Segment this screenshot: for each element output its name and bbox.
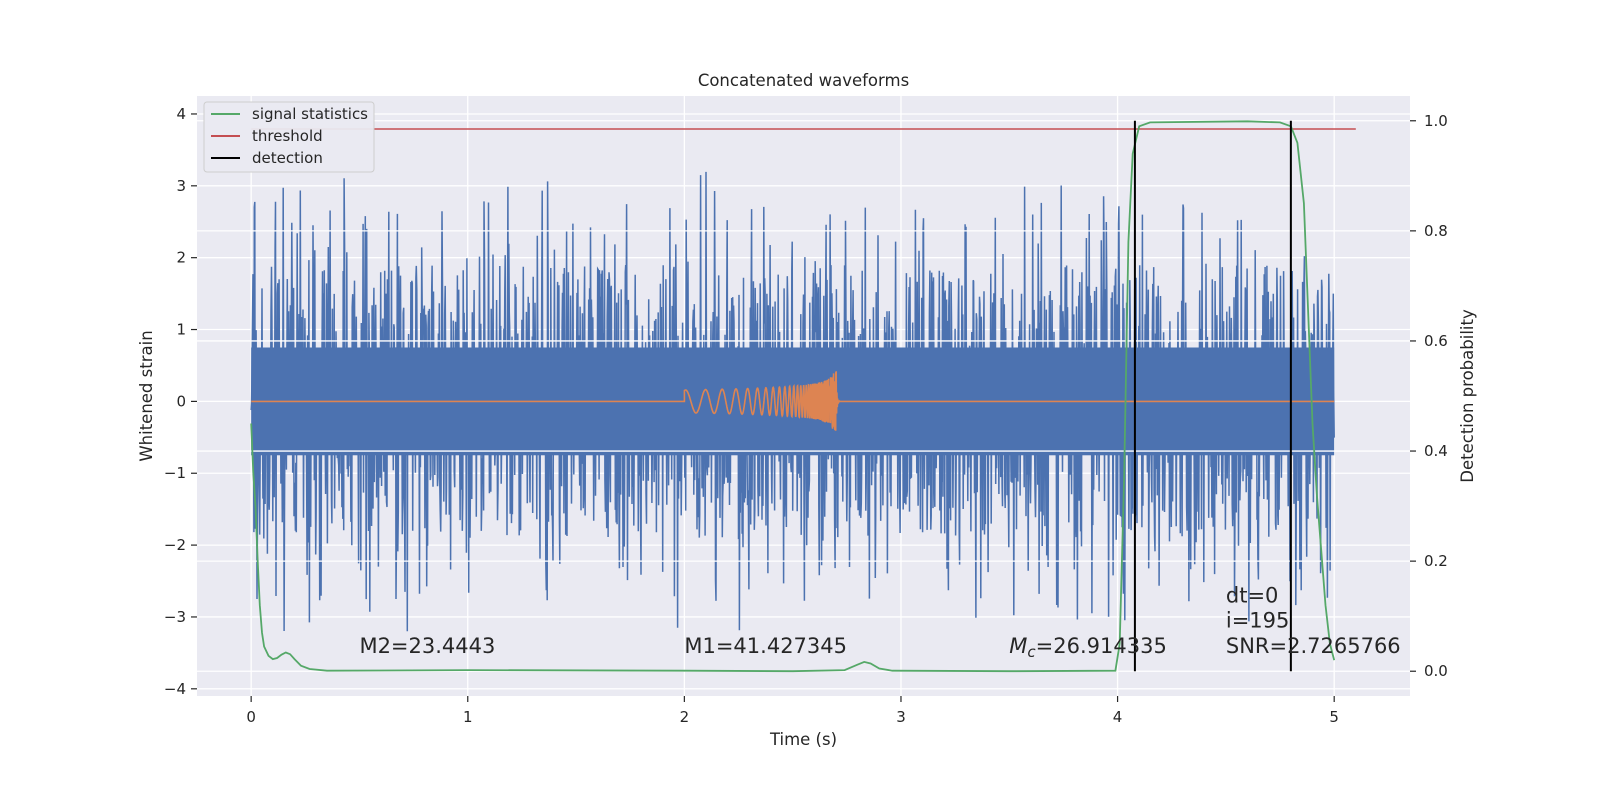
- annotation-mc: Mc=26.914335: [1009, 634, 1167, 661]
- y2-tick-label: 0.2: [1424, 552, 1448, 570]
- y-tick-label: −2: [164, 536, 186, 554]
- chart-title: Concatenated waveforms: [698, 71, 909, 90]
- x-tick-label: 0: [246, 708, 256, 726]
- annotations: M2=23.4443 M1=41.427345 Mc=26.914335 dt=0i=…: [359, 584, 1400, 661]
- y2-tick-label: 0.0: [1424, 662, 1448, 680]
- legend-label: threshold: [252, 127, 323, 145]
- x-tick-label: 2: [680, 708, 690, 726]
- legend: signal statistics threshold detection: [203, 101, 375, 173]
- y-axis-right: 0.0 0.2 0.4 0.6 0.8 1.0: [1410, 112, 1448, 680]
- y2-tick-label: 0.8: [1424, 222, 1448, 240]
- annotation-dt: dt=0: [1226, 584, 1279, 608]
- y-axis-label: Whitened strain: [137, 330, 156, 461]
- y-tick-label: 1: [176, 321, 186, 339]
- x-tick-label: 5: [1329, 708, 1339, 726]
- annotation-i: i=195: [1226, 609, 1290, 633]
- y2-axis-label: Detection probability: [1458, 309, 1477, 483]
- x-axis: 0 1 2 3 4 5: [246, 696, 1339, 726]
- x-tick-label: 1: [463, 708, 473, 726]
- signal-statistics-line: [250, 120, 1336, 673]
- annotation-value: =26.914335: [1036, 634, 1167, 658]
- waveform-series: [251, 371, 1335, 431]
- y-tick-label: 4: [176, 105, 186, 123]
- legend-label: detection: [252, 149, 323, 167]
- y-tick-label: −4: [164, 680, 186, 698]
- annotation-subscript: c: [1027, 643, 1036, 661]
- legend-box: [203, 101, 375, 173]
- y-tick-label: 2: [176, 249, 186, 267]
- y-axis-left: −4 −3 −2 −1 0 1 2 3 4: [164, 105, 197, 698]
- y-tick-label: 0: [176, 392, 186, 410]
- y-tick-label: −3: [164, 608, 186, 626]
- strain-series: [250, 171, 1335, 632]
- annotation-snr: SNR=2.7265766: [1226, 634, 1401, 658]
- overlay-series: [250, 120, 1356, 673]
- annotation-symbol: M: [1009, 634, 1027, 658]
- x-tick-label: 4: [1113, 708, 1123, 726]
- annotation-m1: M1=41.427345: [684, 634, 847, 658]
- x-tick-label: 3: [896, 708, 906, 726]
- y2-tick-label: 0.6: [1424, 332, 1448, 350]
- y2-tick-label: 0.4: [1424, 442, 1448, 460]
- x-axis-label: Time (s): [769, 730, 837, 749]
- plot-area: [250, 171, 1335, 632]
- legend-label: signal statistics: [252, 105, 368, 123]
- y-tick-label: 3: [176, 177, 186, 195]
- y2-tick-label: 1.0: [1424, 112, 1448, 130]
- y-tick-label: −1: [164, 464, 186, 482]
- annotation-m2: M2=23.4443: [359, 634, 495, 658]
